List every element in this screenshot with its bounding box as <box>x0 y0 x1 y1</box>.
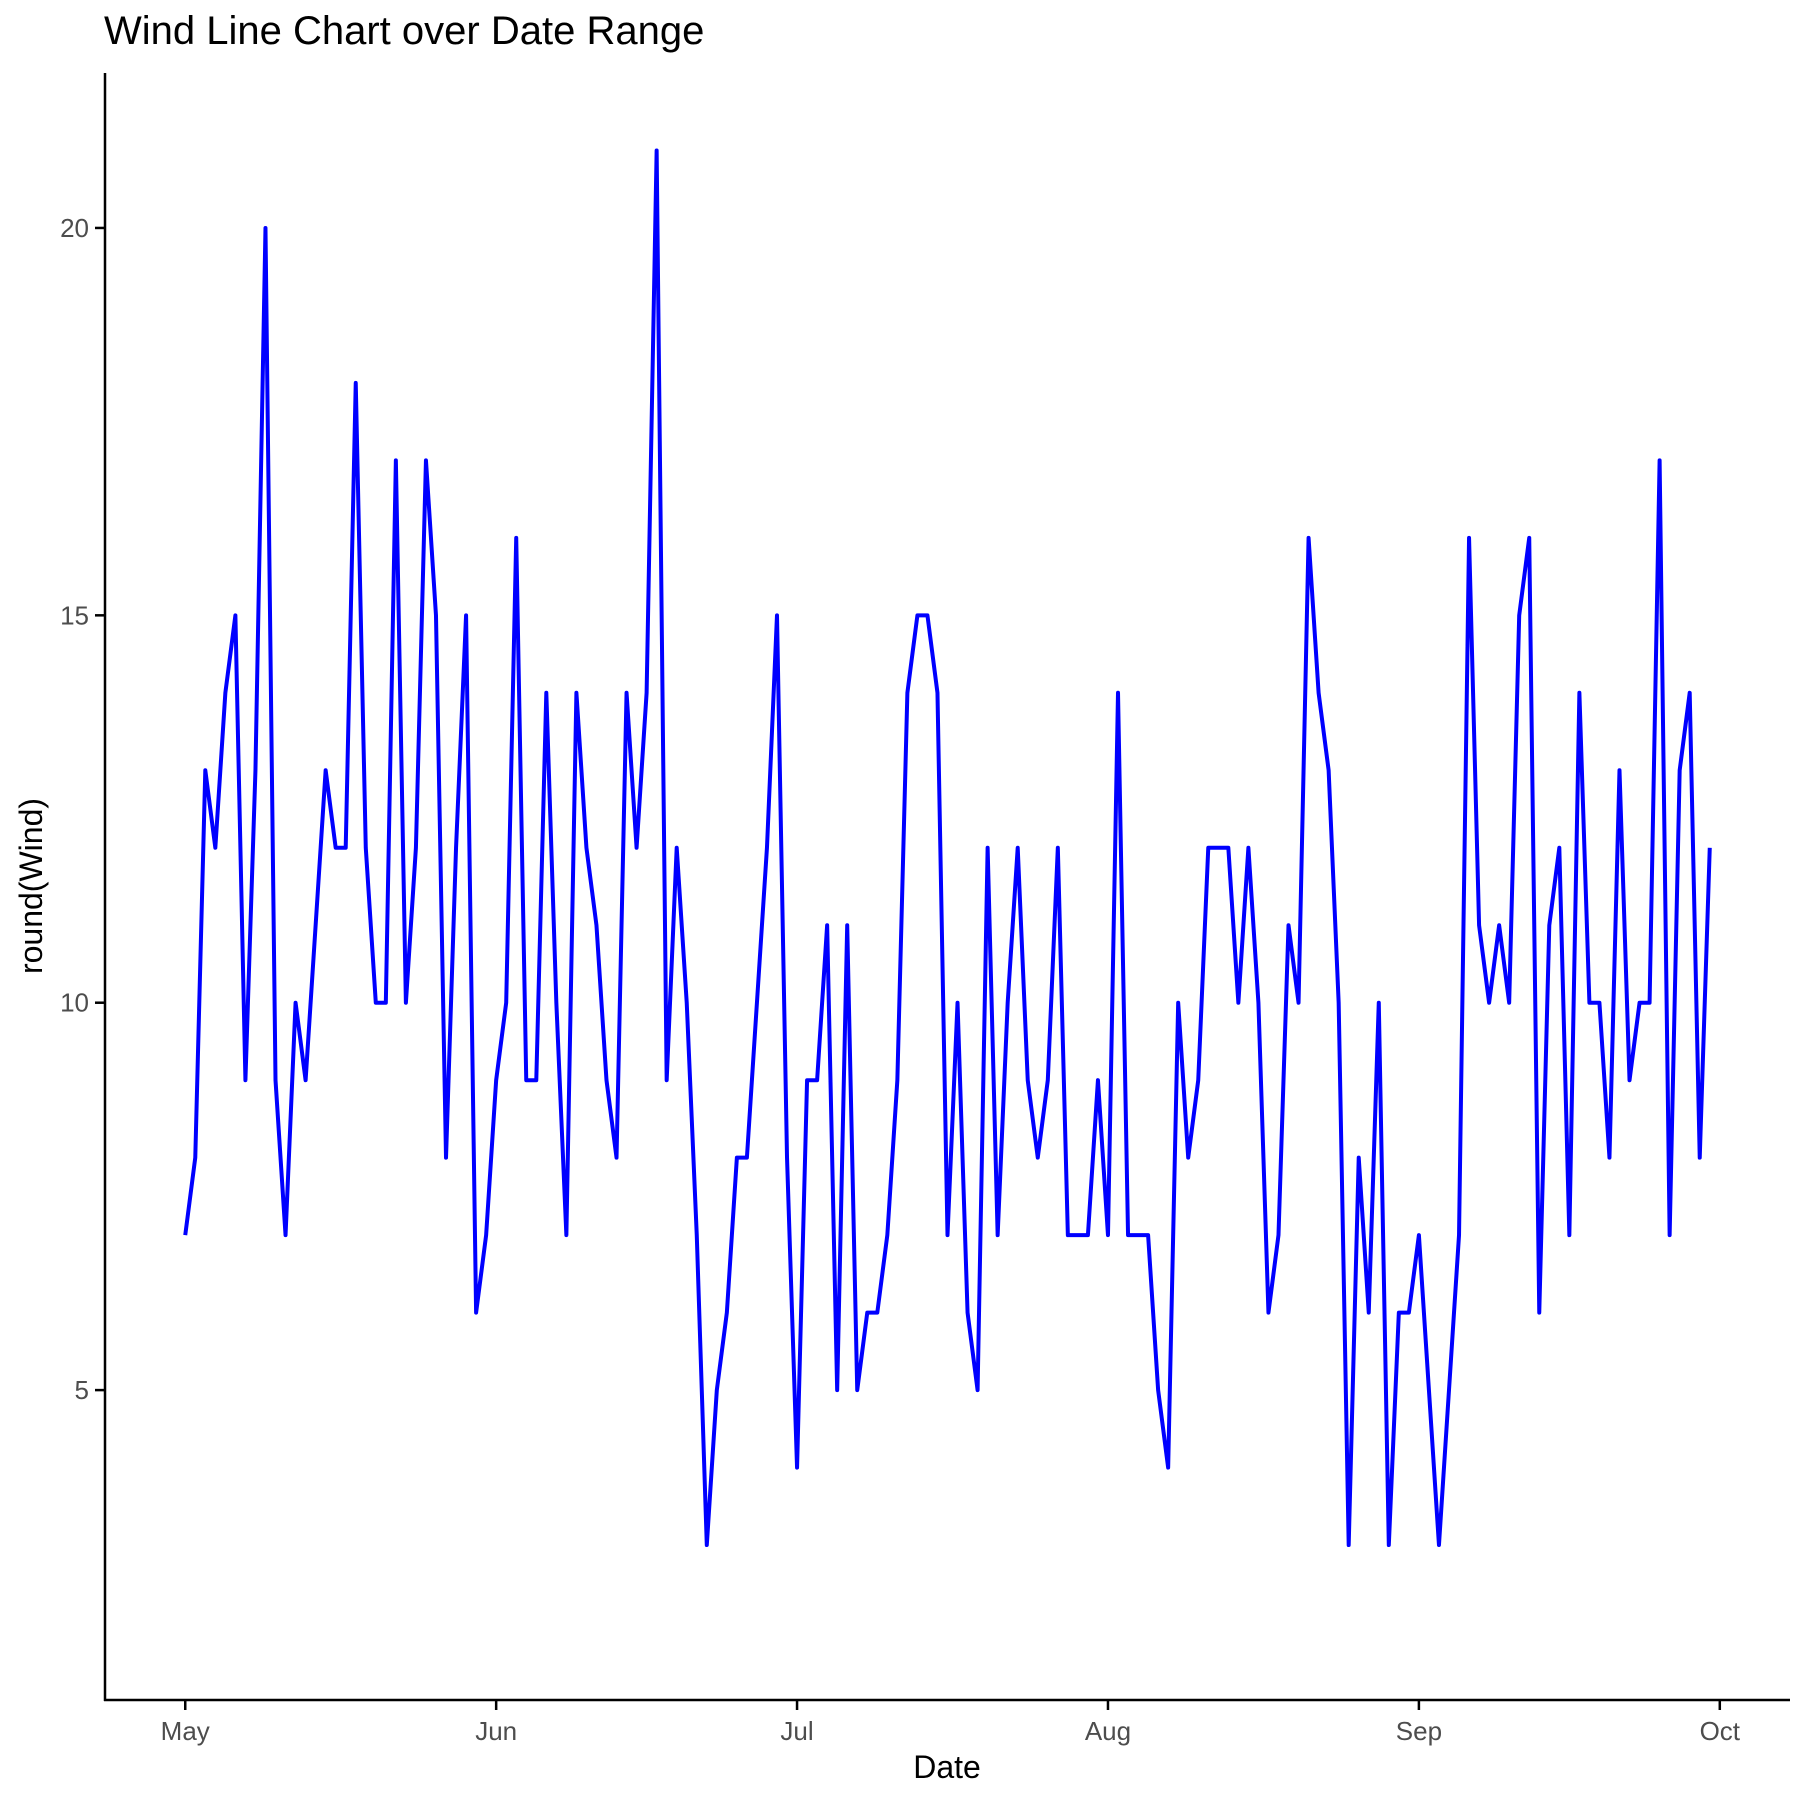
y-tick-label: 5 <box>75 1375 89 1405</box>
plot-area <box>183 148 1712 1548</box>
y-tick-label: 20 <box>60 213 89 243</box>
x-tick-label: May <box>161 1716 210 1746</box>
x-tick-label: Sep <box>1396 1716 1442 1746</box>
x-tick-label: Oct <box>1700 1716 1741 1746</box>
x-tick-label: Aug <box>1085 1716 1131 1746</box>
series-line-1 <box>183 148 1712 1548</box>
x-axis: May Jun Jul Aug Sep Oct <box>161 1700 1741 1746</box>
x-tick-label: Jun <box>475 1716 517 1746</box>
y-axis: 5 10 15 20 <box>60 213 105 1405</box>
y-tick-label: 15 <box>60 600 89 630</box>
y-axis-title: round(Wind) <box>13 798 49 974</box>
x-axis-title: Date <box>913 1749 981 1785</box>
y-tick-label: 10 <box>60 988 89 1018</box>
chart-title: Wind Line Chart over Date Range <box>104 9 704 53</box>
x-tick-label: Jul <box>780 1716 813 1746</box>
